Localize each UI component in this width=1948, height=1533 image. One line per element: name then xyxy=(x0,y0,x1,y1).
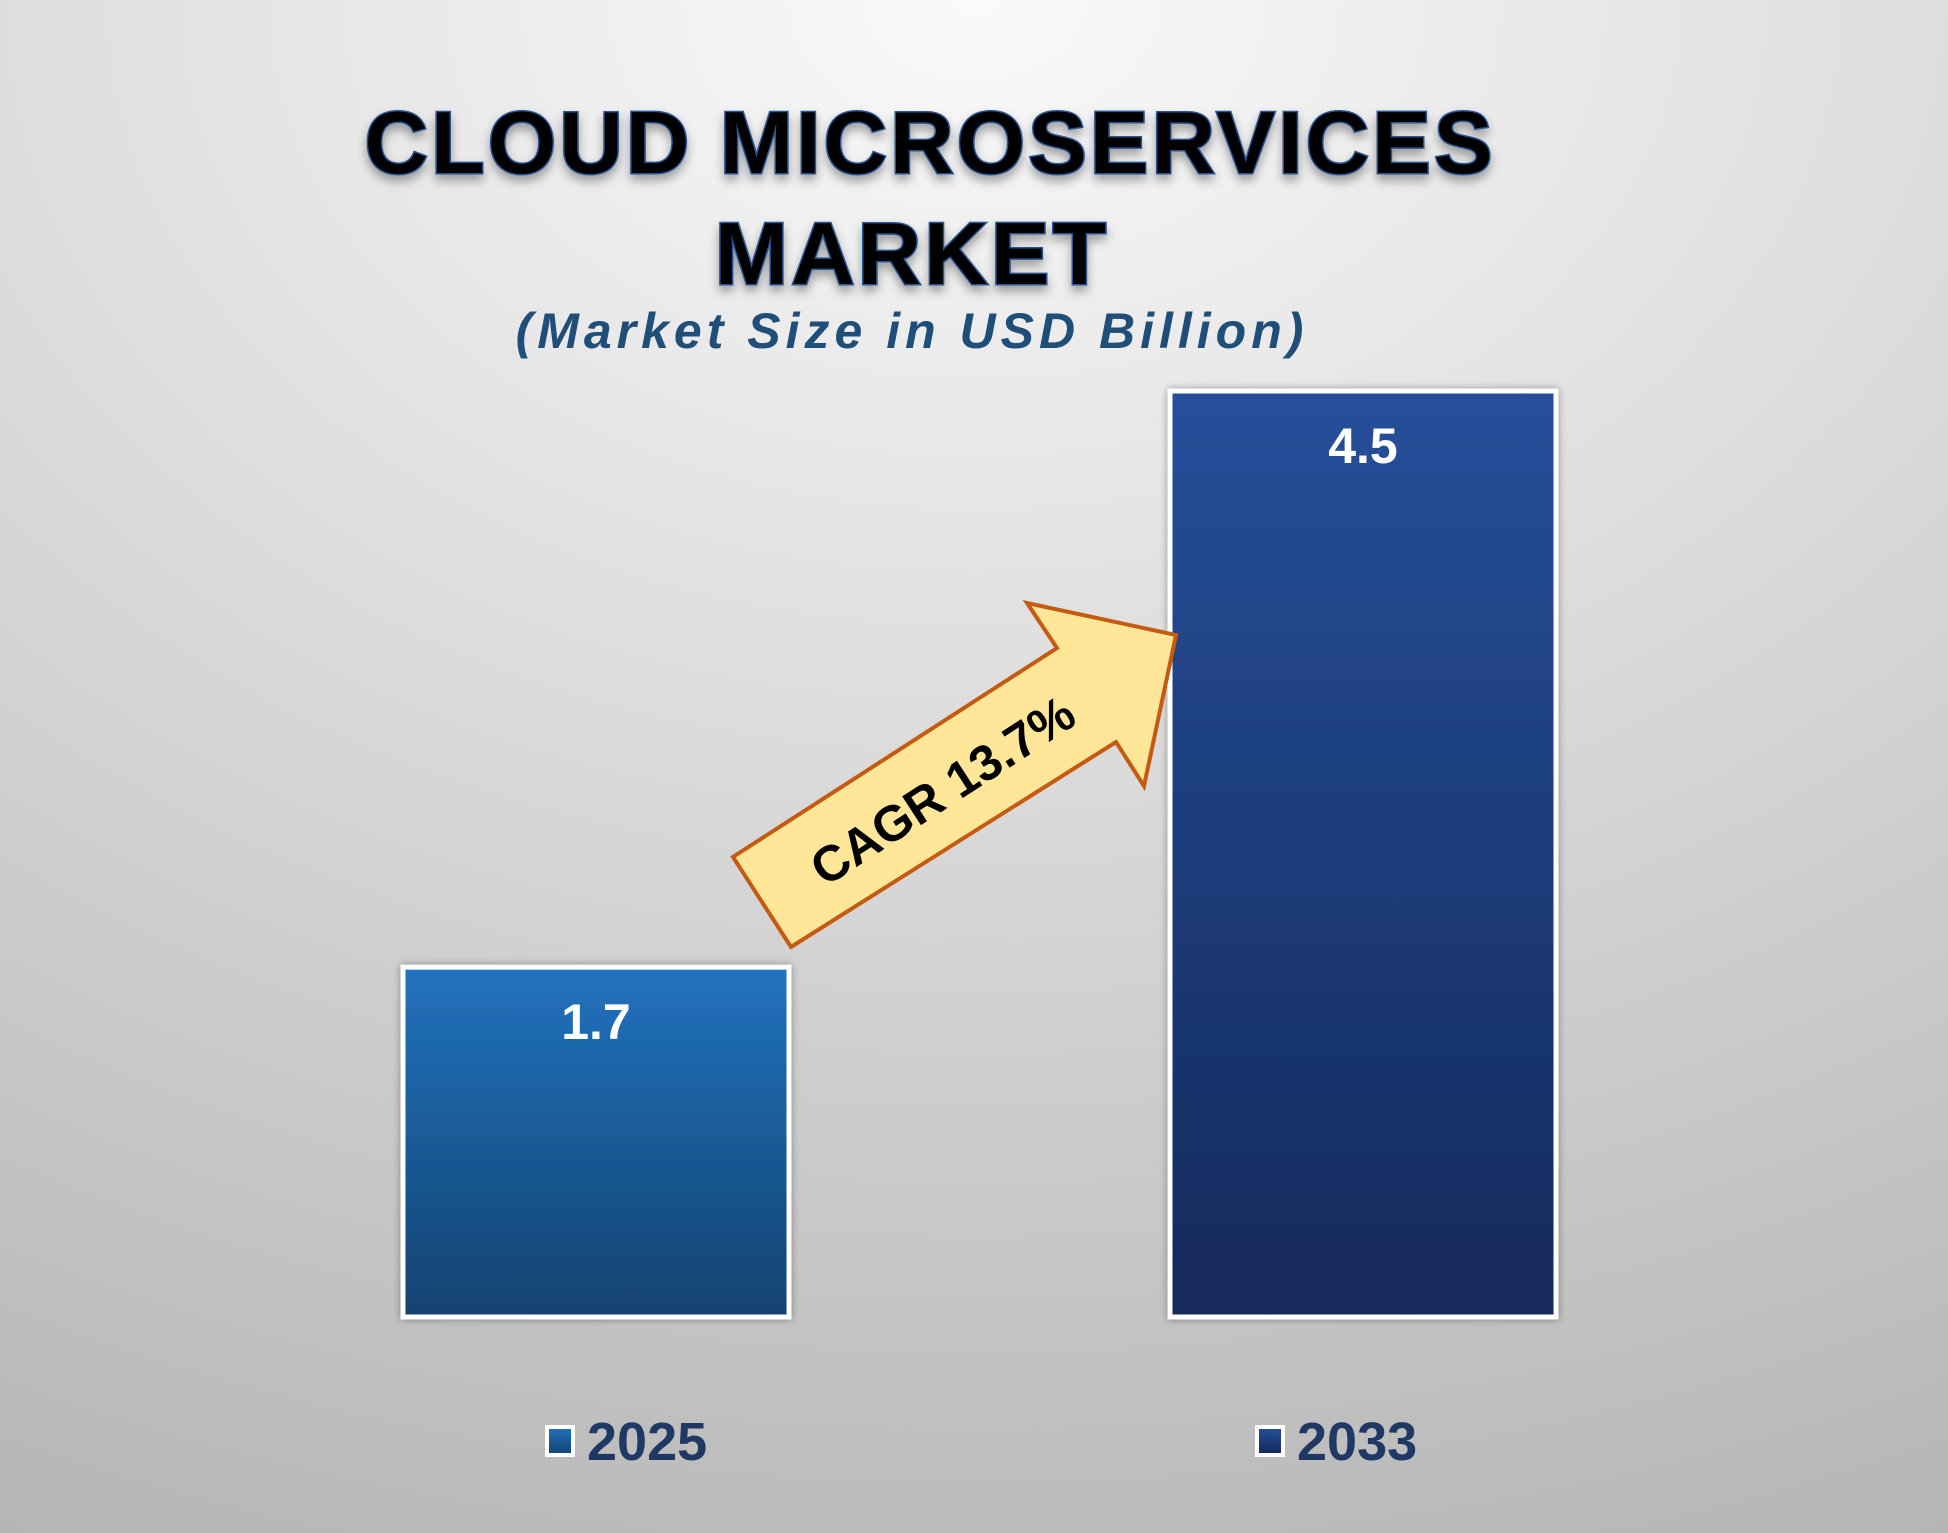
legend-label-2025: 2025 xyxy=(587,1412,707,1472)
legend-swatch-2033 xyxy=(1255,1425,1285,1457)
legend-swatch-2025 xyxy=(545,1425,575,1457)
chart-subtitle: (Market Size in USD Billion) xyxy=(516,303,1309,359)
bar-2033 xyxy=(1167,388,1559,1320)
data-label-2025: 1.7 xyxy=(561,994,631,1050)
chart-title-line1: CLOUD MICROSERVICES xyxy=(364,93,1495,192)
data-label-2033: 4.5 xyxy=(1328,418,1398,474)
chart-title-line2: MARKET xyxy=(715,204,1109,303)
bar-2025 xyxy=(400,964,792,1320)
cagr-arrow xyxy=(730,600,1179,950)
legend-label-2033: 2033 xyxy=(1297,1412,1417,1472)
